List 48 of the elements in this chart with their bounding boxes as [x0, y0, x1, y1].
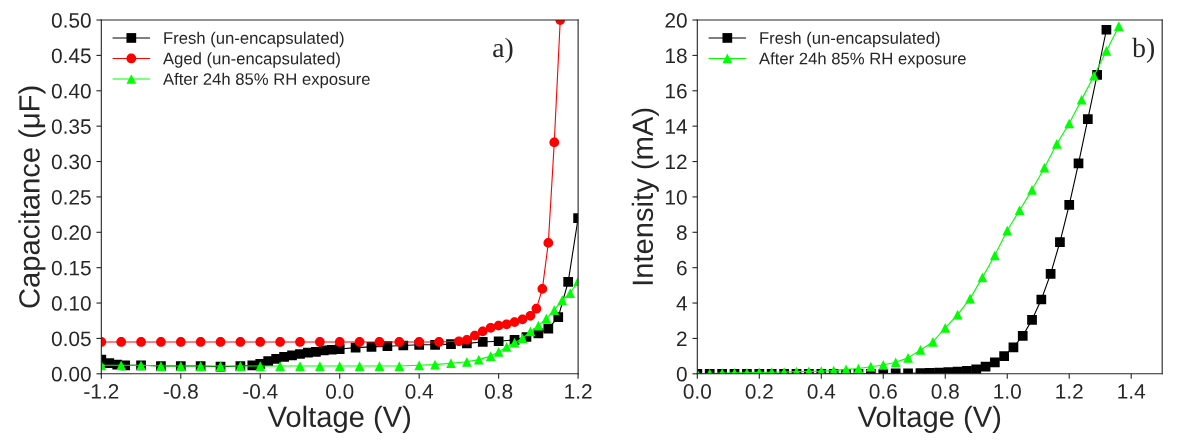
legend-label: After 24h 85% RH exposure: [163, 72, 370, 89]
legend-label: After 24h 85% RH exposure: [759, 52, 966, 68]
x-tick-label: -1.2: [84, 384, 119, 399]
y-tick-label: 14: [666, 119, 687, 134]
y-tick-label: 12: [666, 154, 687, 170]
y-tick-label: 0.00: [51, 366, 91, 382]
y-tick-label: 0.05: [51, 331, 91, 347]
y-tick-label: 4: [676, 296, 687, 311]
annotation: b): [1132, 37, 1155, 63]
x-tick-label: 1.4: [1118, 384, 1146, 399]
x-axis-title: Voltage (V): [857, 405, 1001, 433]
y-tick-label: 20: [665, 13, 687, 28]
y-tick-label: 8: [676, 225, 687, 241]
x-tick-label: -0.8: [163, 384, 198, 399]
x-tick-label: 1.2: [1056, 384, 1083, 399]
y-tick-label: 0.20: [51, 225, 91, 241]
y-tick-label: 0.40: [51, 83, 91, 99]
x-tick-label: 1.0: [994, 384, 1021, 399]
y-tick-label: 18: [666, 48, 687, 64]
y-tick-label: 0.35: [51, 119, 91, 134]
x-tick-label: 0.8: [484, 384, 513, 399]
y-tick-label: 16: [666, 83, 687, 99]
y-tick-label: 10: [666, 189, 687, 205]
y-tick-label: 2: [677, 331, 687, 346]
x-tick-label: 0.0: [326, 384, 354, 399]
y-tick-label: 0.15: [51, 260, 91, 276]
x-tick-label: 0.2: [745, 384, 773, 399]
y-axis-title: Intensity (mA): [631, 108, 659, 285]
y-tick-label: 0.25: [51, 189, 91, 205]
x-tick-label: 0.4: [807, 384, 836, 399]
x-tick-label: -0.4: [243, 384, 278, 399]
y-tick-label: 6: [677, 260, 687, 276]
x-tick-label: 0.4: [405, 384, 434, 399]
legend-label: Fresh (un-encapsulated): [760, 31, 940, 48]
legend-label: Aged (un-encapsulated): [163, 52, 340, 68]
y-tick-label: 0.45: [51, 48, 91, 64]
y-tick-label: 0.30: [51, 154, 91, 170]
y-tick-label: 0: [676, 366, 687, 382]
x-axis-title: Voltage (V): [267, 405, 411, 433]
x-tick-label: 0.8: [931, 384, 959, 399]
x-tick-label: 1.2: [565, 384, 592, 399]
x-tick-label: 0.0: [683, 384, 711, 399]
annotation: a): [493, 37, 513, 63]
legend-label: Fresh (un-encapsulated): [164, 31, 344, 48]
y-tick-label: 0.50: [51, 13, 91, 28]
y-axis-title: Capacitance (μF): [18, 86, 46, 308]
y-tick-label: 0.10: [51, 296, 91, 311]
x-tick-label: 0.6: [869, 384, 897, 399]
